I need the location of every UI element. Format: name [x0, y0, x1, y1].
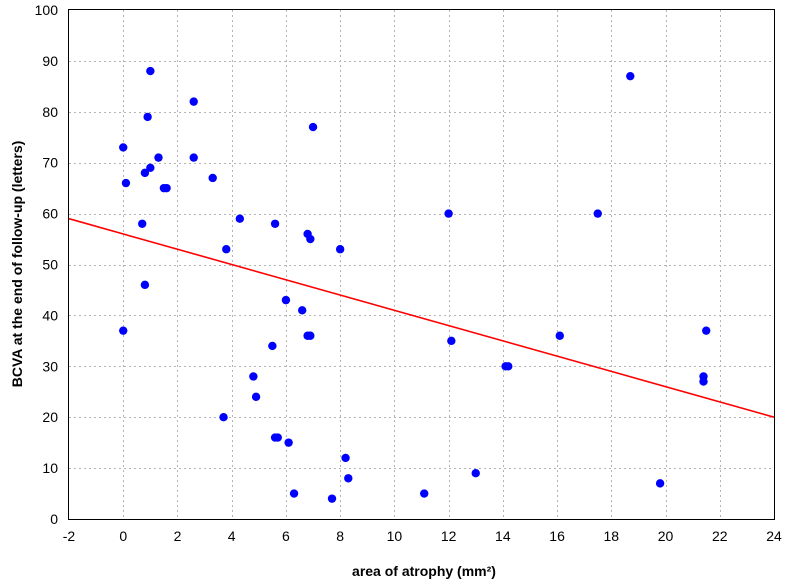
- y-tick-label: 100: [35, 2, 59, 18]
- y-tick-label: 60: [42, 206, 58, 222]
- x-tick-label: 2: [174, 528, 182, 544]
- data-points: [119, 66, 711, 503]
- y-tick-label: 20: [42, 409, 58, 425]
- data-point: [249, 372, 258, 381]
- data-point: [189, 153, 198, 162]
- trend-line: [68, 217, 775, 418]
- data-point: [268, 341, 277, 351]
- data-point: [444, 209, 453, 218]
- data-point: [138, 219, 147, 228]
- x-tick-label: 22: [712, 528, 728, 544]
- y-axis-title: BCVA at the end of follow-up (letters): [9, 141, 25, 388]
- x-tick-label: 14: [495, 528, 511, 544]
- data-point: [235, 214, 245, 223]
- data-point: [626, 71, 635, 81]
- data-point: [655, 479, 665, 488]
- plot-frame: [68, 9, 775, 520]
- y-tick-label: 30: [42, 358, 58, 374]
- data-point: [335, 245, 345, 254]
- data-point: [140, 280, 150, 290]
- data-point: [504, 362, 513, 371]
- data-point: [162, 183, 171, 193]
- data-point: [327, 494, 337, 503]
- x-tick-label: 0: [119, 528, 127, 544]
- data-point: [154, 153, 163, 162]
- data-point: [208, 173, 217, 183]
- y-tick-labels: 0 10 20 30 40 50 60 70 80 90 100: [35, 2, 59, 527]
- data-point: [143, 112, 152, 122]
- y-tick-label: 50: [42, 257, 58, 273]
- y-tick-label: 80: [42, 104, 58, 120]
- x-tick-label: -2: [63, 528, 76, 544]
- data-point: [289, 489, 299, 498]
- x-tick-label: 16: [549, 528, 565, 544]
- data-point: [273, 433, 282, 442]
- x-tick-label: 12: [441, 528, 457, 544]
- data-point: [303, 331, 312, 340]
- data-point: [702, 326, 711, 335]
- data-point: [555, 331, 564, 340]
- x-tick-label: 20: [658, 528, 674, 544]
- data-point: [146, 66, 155, 76]
- data-point: [270, 219, 280, 228]
- x-tick-label: 18: [604, 528, 620, 544]
- x-tick-label: 6: [282, 528, 290, 544]
- data-point: [219, 413, 228, 422]
- data-point: [119, 143, 128, 152]
- y-tick-label: 10: [42, 460, 58, 476]
- y-tick-label: 90: [42, 53, 58, 69]
- data-point: [146, 163, 155, 172]
- x-tick-labels: -2 0 2 4 6 8 10 12 14 16 18 20 22 24: [63, 528, 782, 544]
- data-point: [222, 245, 231, 254]
- data-point: [251, 392, 261, 402]
- x-tick-label: 8: [336, 528, 344, 544]
- data-point: [447, 336, 456, 346]
- data-point: [699, 377, 708, 386]
- data-point: [189, 97, 198, 106]
- data-point: [593, 209, 602, 218]
- x-tick-label: 24: [766, 528, 782, 544]
- y-tick-label: 70: [42, 155, 58, 171]
- grid-lines: [69, 10, 774, 519]
- data-point: [420, 489, 429, 498]
- data-point: [119, 326, 128, 335]
- data-point: [471, 468, 480, 478]
- data-point: [297, 306, 307, 315]
- data-point: [284, 438, 293, 447]
- x-tick-label: 4: [228, 528, 236, 544]
- data-point: [121, 178, 131, 188]
- data-point: [306, 234, 315, 244]
- y-tick-label: 40: [42, 307, 58, 323]
- data-point: [140, 168, 150, 178]
- y-tick-label: 0: [50, 511, 58, 527]
- data-point: [341, 453, 350, 463]
- x-axis-title: area of atrophy (mm²): [352, 563, 496, 579]
- trendline-layer: [68, 217, 775, 418]
- data-point: [281, 295, 291, 305]
- data-point: [308, 122, 318, 132]
- data-point: [344, 474, 353, 483]
- x-tick-label: 10: [387, 528, 403, 544]
